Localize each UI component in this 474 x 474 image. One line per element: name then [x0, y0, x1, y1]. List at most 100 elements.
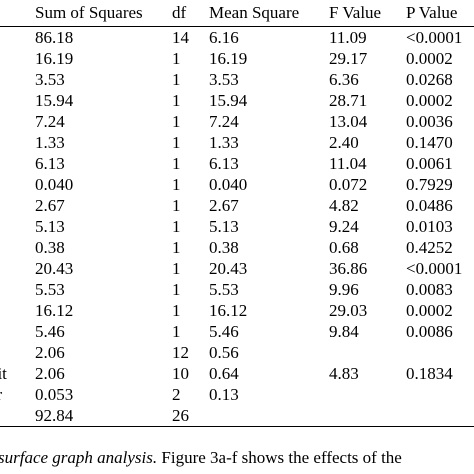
cell-f-value: 11.04	[329, 154, 367, 173]
cell-mean-square: 5.53	[209, 280, 239, 299]
cell-source	[0, 258, 35, 279]
cell-df: 10	[172, 364, 189, 383]
cell-mean-square	[209, 405, 329, 427]
cell-f-value: 13.04	[329, 112, 368, 131]
table-row: 16.12 1 16.12 29.03 0.0002	[0, 300, 474, 321]
cell-df: 1	[172, 322, 181, 341]
cell-mean-square: 2.67	[209, 196, 239, 215]
header-f-value: F Value	[329, 0, 406, 27]
cell-f-value: 29.17	[329, 49, 368, 68]
cell-df: 1	[172, 217, 181, 236]
cell-sum-of-squares: 5.46	[35, 322, 65, 341]
cell-source	[0, 174, 35, 195]
cell-p-value: 0.0002	[406, 91, 453, 110]
header-source	[0, 0, 35, 27]
cell-mean-square: 3.53	[209, 70, 239, 89]
cell-sum-of-squares: 2.06	[35, 364, 65, 383]
header-sum-of-squares: Sum of Squares	[35, 0, 172, 27]
cell-p-value	[406, 342, 474, 363]
cell-sum-of-squares: 0.053	[35, 385, 74, 404]
cell-mean-square: 5.46	[209, 322, 239, 341]
source-label: or	[0, 385, 2, 404]
cell-sum-of-squares: 16.12	[35, 301, 74, 320]
table-row: 2.06 12 0.56	[0, 342, 474, 363]
cell-mean-square: 0.38	[209, 238, 239, 257]
cell-p-value: 0.0103	[406, 217, 453, 236]
cell-p-value: 0.1834	[406, 364, 453, 383]
table-row: 0.040 1 0.040 0.072 0.7929	[0, 174, 474, 195]
cell-p-value: 0.0086	[406, 322, 453, 341]
cell-sum-of-squares: 16.19	[35, 49, 74, 68]
table-row: 15.94 1 15.94 28.71 0.0002	[0, 90, 474, 111]
table-row: or 0.053 2 0.13	[0, 384, 474, 405]
cell-p-value: 0.7929	[406, 175, 453, 194]
cell-df: 1	[172, 91, 181, 110]
cell-source: or	[0, 384, 35, 405]
cell-source	[0, 69, 35, 90]
cell-p-value: 0.0061	[406, 154, 453, 173]
cell-f-value: 0.68	[329, 238, 359, 257]
cell-df: 14	[172, 28, 189, 47]
table-row: Fit 2.06 10 0.64 4.83 0.1834	[0, 363, 474, 384]
cell-f-value: 9.96	[329, 280, 359, 299]
cell-sum-of-squares: 2.06	[35, 343, 65, 362]
cell-df: 1	[172, 196, 181, 215]
cell-df: 1	[172, 154, 181, 173]
cell-mean-square: 20.43	[209, 259, 248, 278]
table-row: 5.13 1 5.13 9.24 0.0103	[0, 216, 474, 237]
cell-mean-square: 0.040	[209, 175, 248, 194]
cell-source	[0, 321, 35, 342]
cell-mean-square: 7.24	[209, 112, 239, 131]
cell-p-value	[406, 384, 474, 405]
cell-f-value: 2.40	[329, 133, 359, 152]
cell-p-value: 0.0486	[406, 196, 453, 215]
cell-source	[0, 48, 35, 69]
cell-sum-of-squares: 6.13	[35, 154, 65, 173]
cell-mean-square: 15.94	[209, 91, 248, 110]
cell-source: Fit	[0, 363, 35, 384]
cell-df: 1	[172, 112, 181, 131]
cell-sum-of-squares: 0.38	[35, 238, 65, 257]
cell-source	[0, 153, 35, 174]
cell-p-value	[406, 405, 474, 427]
table-row: 6.13 1 6.13 11.04 0.0061	[0, 153, 474, 174]
cell-sum-of-squares: 2.67	[35, 196, 65, 215]
cell-source	[0, 342, 35, 363]
table-row: 2.67 1 2.67 4.82 0.0486	[0, 195, 474, 216]
header-mean-square: Mean Square	[209, 0, 329, 27]
cell-mean-square: 1.33	[209, 133, 239, 152]
cell-df: 1	[172, 238, 181, 257]
cell-sum-of-squares: 3.53	[35, 70, 65, 89]
cell-sum-of-squares: 5.53	[35, 280, 65, 299]
table-row: 5.46 1 5.46 9.84 0.0086	[0, 321, 474, 342]
table-row: 20.43 1 20.43 36.86 <0.0001	[0, 258, 474, 279]
cell-sum-of-squares: 86.18	[35, 28, 74, 47]
cell-source	[0, 195, 35, 216]
table-row: 5.53 1 5.53 9.96 0.0083	[0, 279, 474, 300]
table-row: 0.38 1 0.38 0.68 0.4252	[0, 237, 474, 258]
cell-mean-square: 6.16	[209, 28, 239, 47]
caption-italic: surface graph analysis.	[0, 448, 158, 467]
anova-table: Sum of Squares df Mean Square F Value P …	[0, 0, 474, 427]
cell-sum-of-squares: 0.040	[35, 175, 74, 194]
cell-mean-square: 0.13	[209, 385, 239, 404]
cell-df: 1	[172, 301, 181, 320]
cell-mean-square: 0.64	[209, 364, 239, 383]
cell-f-value	[329, 342, 406, 363]
cell-source: l	[0, 405, 35, 427]
cell-p-value: 0.4252	[406, 238, 453, 257]
cell-f-value	[329, 384, 406, 405]
cell-source	[0, 237, 35, 258]
table-body: 86.18 14 6.16 11.09 <0.0001 16.19 1 16.19 29.17 0…	[0, 27, 474, 427]
cell-f-value: 4.83	[329, 364, 359, 383]
cell-df: 1	[172, 70, 181, 89]
cell-f-value: 29.03	[329, 301, 368, 320]
header-df: df	[172, 0, 209, 27]
cell-sum-of-squares: 5.13	[35, 217, 65, 236]
cell-mean-square: 0.56	[209, 343, 239, 362]
table-row: 7.24 1 7.24 13.04 0.0036	[0, 111, 474, 132]
cell-source	[0, 27, 35, 49]
cell-f-value: 9.24	[329, 217, 359, 236]
